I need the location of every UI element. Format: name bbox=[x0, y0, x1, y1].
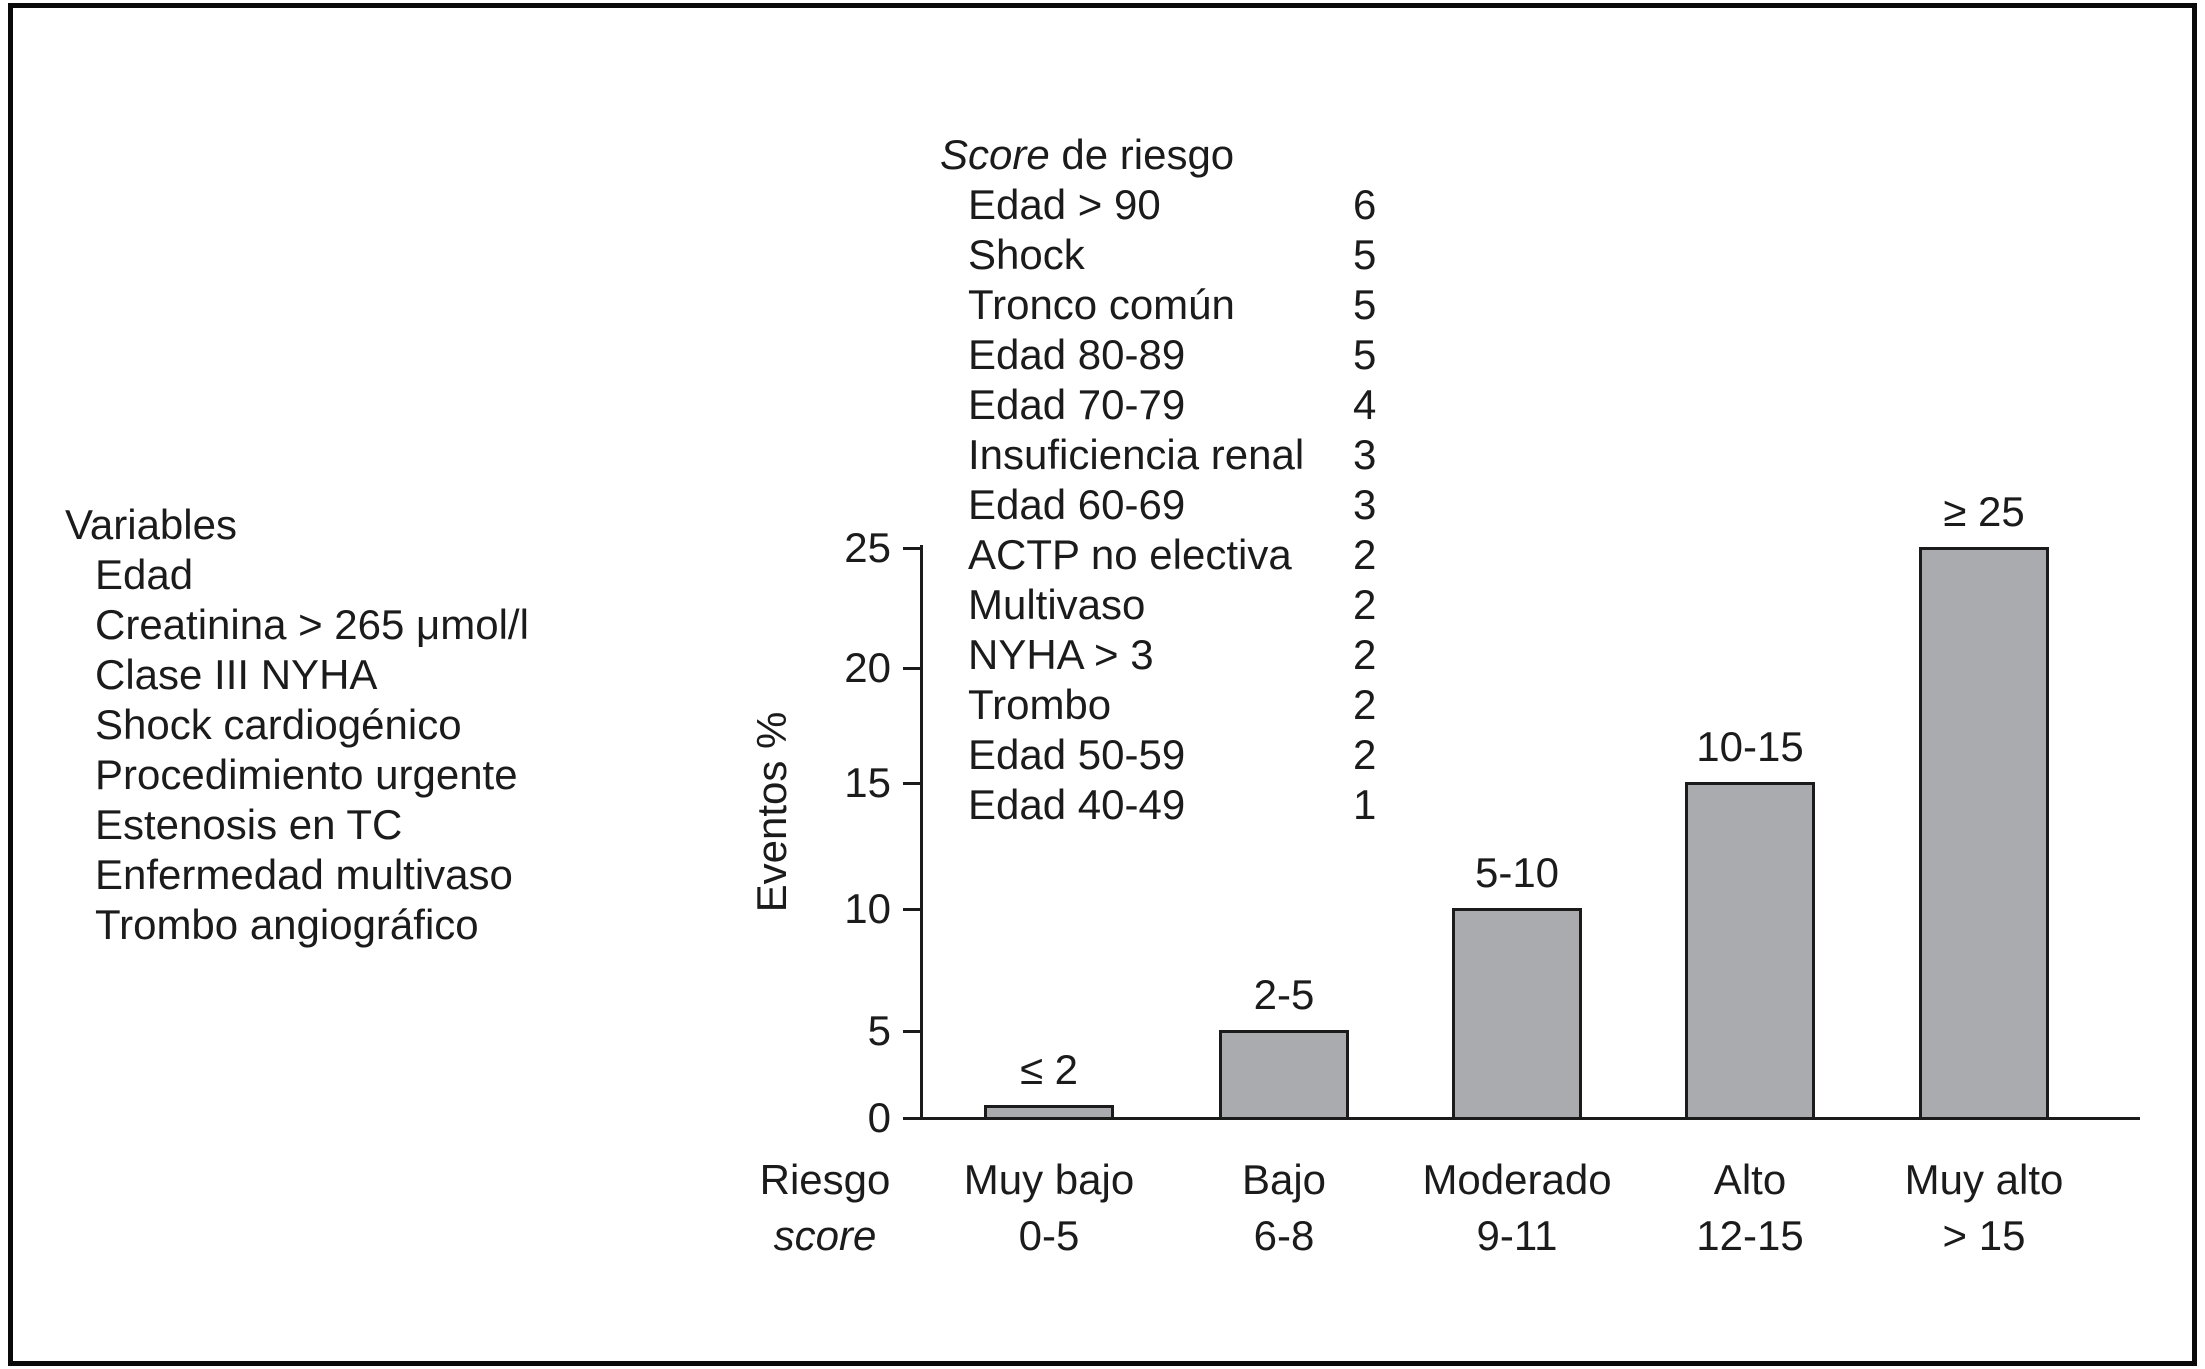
bar-value-label: ≥ 25 bbox=[1943, 488, 2025, 535]
bar-value-label: 10-15 bbox=[1696, 723, 1804, 770]
bar-moderado bbox=[1452, 908, 1582, 1120]
score-title: Score de riesgo bbox=[940, 130, 1393, 180]
x-category-label: Alto 12-15 bbox=[1696, 1152, 1803, 1264]
score-row: Edad 60-69 3 bbox=[968, 480, 1393, 530]
x-category-label: Moderado 9-11 bbox=[1422, 1152, 1611, 1264]
y-tick bbox=[903, 782, 920, 785]
variables-title: Variables bbox=[65, 501, 237, 548]
score-row-label: Edad > 90 bbox=[968, 181, 1161, 228]
variables-item: Estenosis en TC bbox=[95, 801, 403, 848]
variables-list: Edad Creatinina > 265 μmol/l Clase III NYH… bbox=[65, 550, 529, 950]
y-tick bbox=[903, 1117, 920, 1120]
x-category-name: Moderado bbox=[1422, 1156, 1612, 1203]
score-row-points: 5 bbox=[1353, 231, 1377, 278]
bar-muy-bajo bbox=[984, 1104, 1114, 1120]
score-row-points: 2 bbox=[1353, 581, 1377, 628]
y-tick bbox=[903, 667, 920, 670]
y-tick-label: 15 bbox=[844, 759, 891, 806]
score-row: Edad 80-89 5 bbox=[968, 330, 1393, 380]
y-tick bbox=[903, 1030, 920, 1033]
score-row-label: Edad 60-69 bbox=[968, 481, 1186, 528]
y-tick-label: 20 bbox=[844, 644, 891, 691]
y-tick-label: 25 bbox=[844, 524, 891, 571]
score-title-rest: de riesgo bbox=[1049, 131, 1235, 178]
x-category-score-range: 0-5 bbox=[1018, 1212, 1080, 1259]
variables-item: Enfermedad multivaso bbox=[95, 851, 513, 898]
score-row: NYHA > 3 2 bbox=[968, 630, 1393, 680]
x-category-score-range: 12-15 bbox=[1696, 1212, 1804, 1259]
variables-item: Creatinina > 265 μmol/l bbox=[95, 601, 529, 648]
score-row-points: 2 bbox=[1353, 631, 1377, 678]
score-row-label: Insuficiencia renal bbox=[968, 431, 1305, 478]
score-row: Edad 70-79 4 bbox=[968, 380, 1393, 430]
score-row: Insuficiencia renal 3 bbox=[968, 430, 1393, 480]
bar-alto bbox=[1685, 782, 1815, 1120]
score-row-label: NYHA > 3 bbox=[968, 631, 1154, 678]
bar-bajo bbox=[1219, 1030, 1349, 1120]
score-row: Shock 5 bbox=[968, 230, 1393, 280]
score-row-label: Edad 50-59 bbox=[968, 731, 1186, 778]
x-category-name: Muy alto bbox=[1904, 1156, 2064, 1203]
bar-value-label: 5-10 bbox=[1474, 849, 1560, 896]
score-row-label: Tronco común bbox=[968, 281, 1235, 328]
x-axis-title: Riesgo score bbox=[760, 1152, 891, 1264]
x-category-label: Muy bajo 0-5 bbox=[964, 1152, 1134, 1264]
x-category-name: Bajo bbox=[1241, 1156, 1327, 1203]
y-tick-label: 0 bbox=[867, 1094, 891, 1141]
score-title-italic: Score bbox=[940, 131, 1050, 178]
x-category-name: Alto bbox=[1713, 1156, 1787, 1203]
score-row-label: Multivaso bbox=[968, 581, 1146, 628]
score-list: Edad > 90 6 Shock 5 Tronco común 5 Edad 80-89 5… bbox=[940, 180, 1393, 830]
bar-muy-alto bbox=[1919, 547, 2049, 1120]
score-row: ACTP no electiva 2 bbox=[968, 530, 1393, 580]
score-row-points: 6 bbox=[1353, 181, 1377, 228]
variables-panel: Variables Edad Creatinina > 265 μmol/l Cla… bbox=[65, 500, 529, 950]
x-axis-title-line1: Riesgo bbox=[759, 1156, 891, 1203]
y-axis-label: Eventos % bbox=[748, 711, 795, 913]
score-panel: Score de riesgo Edad > 90 6 Shock 5 Tronco c… bbox=[940, 130, 1393, 830]
y-tick-label: 5 bbox=[867, 1007, 891, 1054]
score-row: Trombo 2 bbox=[968, 680, 1393, 730]
score-row: Edad > 90 6 bbox=[968, 180, 1393, 230]
score-row-points: 3 bbox=[1353, 481, 1377, 528]
score-row-points: 4 bbox=[1353, 381, 1377, 428]
bar-value-label: 2-5 bbox=[1253, 971, 1315, 1018]
x-category-name: Muy bajo bbox=[963, 1156, 1135, 1203]
variables-item: Procedimiento urgente bbox=[95, 751, 518, 798]
score-row-points: 3 bbox=[1353, 431, 1377, 478]
score-row-label: Edad 40-49 bbox=[968, 781, 1186, 828]
x-category-score-range: 6-8 bbox=[1253, 1212, 1315, 1259]
x-category-score-range: 9-11 bbox=[1476, 1212, 1558, 1259]
score-row: Edad 50-59 2 bbox=[968, 730, 1393, 780]
score-row-points: 2 bbox=[1353, 681, 1377, 728]
score-row-points: 2 bbox=[1353, 531, 1377, 578]
y-axis-line bbox=[920, 545, 923, 1120]
score-row-points: 5 bbox=[1353, 281, 1377, 328]
variables-item: Edad bbox=[95, 551, 194, 598]
score-row-label: Shock bbox=[968, 231, 1085, 278]
score-row: Edad 40-49 1 bbox=[968, 780, 1393, 830]
x-category-label: Muy alto > 15 bbox=[1905, 1152, 2064, 1264]
score-row-label: Edad 80-89 bbox=[968, 331, 1186, 378]
score-row: Tronco común 5 bbox=[968, 280, 1393, 330]
score-row-label: Edad 70-79 bbox=[968, 381, 1186, 428]
score-row-points: 1 bbox=[1353, 781, 1377, 828]
variables-item: Trombo angiográfico bbox=[95, 901, 479, 948]
x-axis-title-line2: score bbox=[773, 1212, 877, 1259]
x-category-score-range: > 15 bbox=[1942, 1212, 2026, 1259]
score-row-label: Trombo bbox=[968, 681, 1112, 728]
variables-item: Clase III NYHA bbox=[95, 651, 378, 698]
y-tick bbox=[903, 908, 920, 911]
variables-item: Shock cardiogénico bbox=[95, 701, 462, 748]
y-tick-label: 10 bbox=[844, 885, 891, 932]
y-tick bbox=[903, 547, 920, 550]
score-row-points: 2 bbox=[1353, 731, 1377, 778]
score-row: Multivaso 2 bbox=[968, 580, 1393, 630]
x-category-label: Bajo 6-8 bbox=[1242, 1152, 1326, 1264]
score-row-label: ACTP no electiva bbox=[968, 531, 1292, 578]
bar-value-label: ≤ 2 bbox=[1019, 1045, 1079, 1093]
score-row-points: 5 bbox=[1353, 331, 1377, 378]
